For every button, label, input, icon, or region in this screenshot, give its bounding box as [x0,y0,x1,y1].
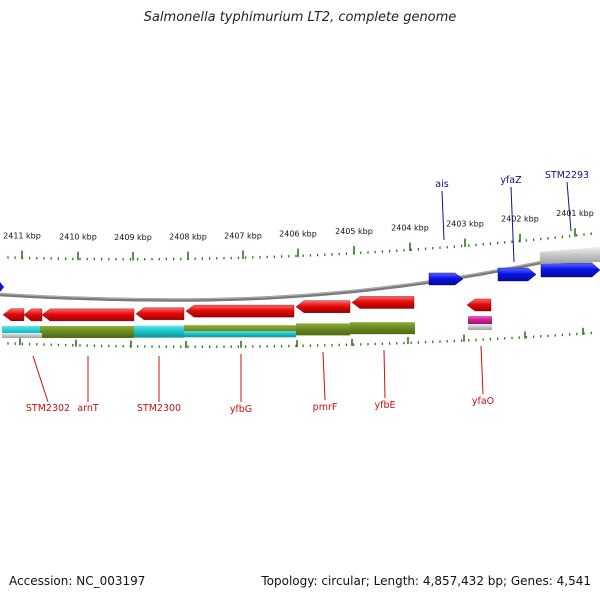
kbp-label: 2404 kbp [391,224,429,233]
reverse-gene-arrow [295,300,351,313]
gene-label: yfaZ [500,175,522,186]
kbp-label: 2409 kbp [114,233,152,242]
operon-block [468,324,492,330]
gene-label: arnT [77,403,99,414]
gene-label: yfbG [230,404,252,415]
gene-label: yfaO [472,396,494,407]
gene-label: ais [435,179,448,190]
gene-leader-line [480,345,484,395]
forward-gene-arrow [0,282,4,292]
forward-gene-arrow [428,272,464,286]
gene-leader-line [441,190,445,241]
operon-block [134,325,184,338]
gene-leader-line [566,181,572,232]
operon-block [296,323,350,336]
gene-leader-line [32,355,49,403]
gene-label: yfbE [375,400,396,411]
operon-block [540,247,600,264]
reverse-gene-arrow [23,308,43,322]
reverse-gene-arrow [466,298,492,312]
gene-leader-line [322,351,326,401]
reverse-gene-arrow [185,304,295,318]
forward-gene-arrow [497,267,537,282]
reverse-gene-arrow [41,308,135,322]
kbp-label: 2401 kbp [556,209,594,218]
gene-label: STM2300 [137,403,181,414]
reverse-gene-arrow [351,296,415,309]
kbp-label: 2406 kbp [279,230,317,239]
forward-gene-arrow [540,262,600,278]
kbp-label: 2405 kbp [335,227,373,236]
gene-label: STM2302 [26,403,70,414]
operon-block [350,322,415,335]
operon-block [40,326,134,338]
operon-block [2,333,42,338]
kbp-label: 2403 kbp [446,220,484,229]
kbp-label: 2411 kbp [3,232,41,241]
kbp-label: 2407 kbp [224,231,262,240]
operon-block [468,316,492,324]
gene-leader-line [383,349,386,399]
gene-leader-line [510,186,515,263]
gene-label: pmrF [313,402,338,413]
operon-block [184,331,296,338]
accession-label: Accession: NC_003197 [9,574,146,588]
kbp-label: 2408 kbp [169,233,207,242]
genome-summary: Topology: circular; Length: 4,857,432 bp… [261,574,591,588]
kbp-label: 2402 kbp [501,215,539,224]
gene-label: STM2293 [545,170,589,181]
kbp-label: 2410 kbp [59,233,97,242]
map-title: Salmonella typhimurium LT2, complete gen… [143,10,457,25]
reverse-gene-arrow [2,308,25,321]
reverse-gene-arrow [135,307,185,320]
